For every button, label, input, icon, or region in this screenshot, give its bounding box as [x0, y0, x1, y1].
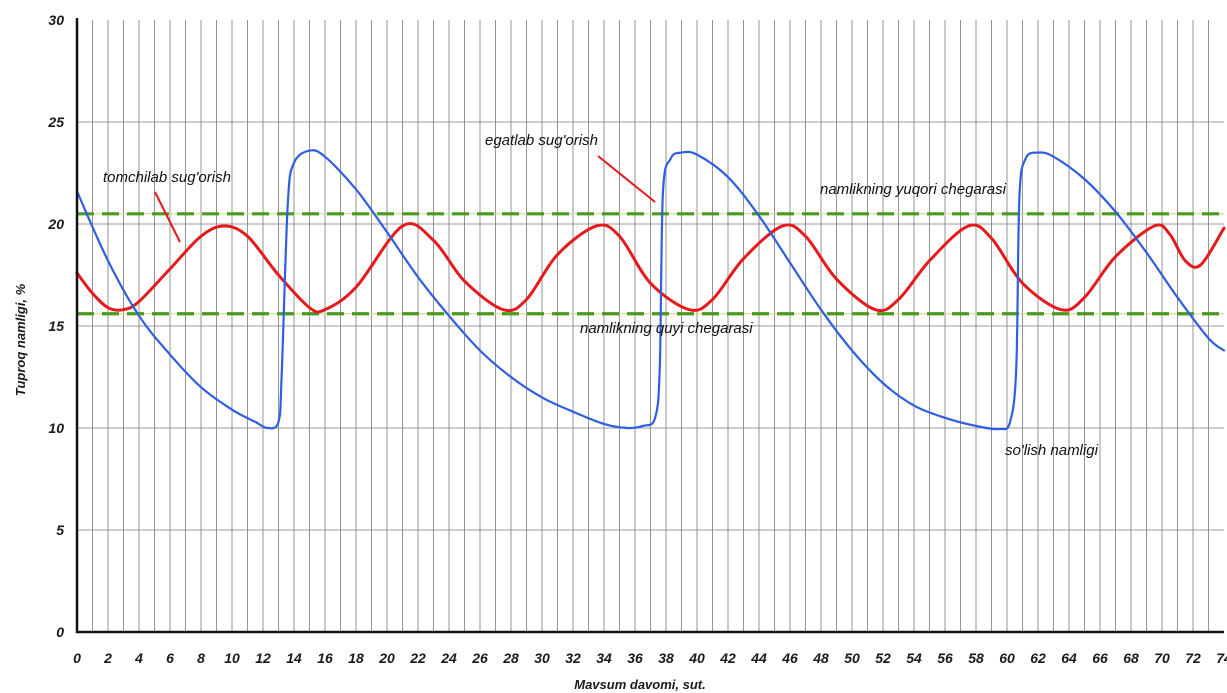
x-tick-label: 4 [134, 650, 143, 666]
x-tick-label: 20 [378, 650, 395, 666]
x-tick-label: 56 [937, 650, 953, 666]
axes [75, 18, 1224, 634]
y-tick-label: 15 [48, 318, 64, 334]
x-tick-label: 14 [286, 650, 302, 666]
y-axis-title: Tuproq namligi, % [13, 283, 28, 396]
x-tick-label: 74 [1216, 650, 1227, 666]
series-line-egatlab [75, 149, 1226, 431]
x-tick-label: 12 [255, 650, 271, 666]
x-tick-label: 34 [596, 650, 612, 666]
x-tick-label: 60 [999, 650, 1015, 666]
x-tick-label: 70 [1154, 650, 1170, 666]
x-tick-label: 50 [844, 650, 860, 666]
y-tick-label: 20 [47, 216, 64, 232]
annotation-lower-limit: namlikning quyi chegarasi [580, 320, 753, 337]
x-tick-label: 58 [968, 650, 984, 666]
x-tick-label: 32 [565, 650, 581, 666]
series-lines [75, 149, 1226, 431]
x-tick-label: 18 [348, 650, 364, 666]
x-tick-label: 28 [502, 650, 519, 666]
series-line-tomchilab [75, 222, 1226, 314]
x-tick-label: 52 [875, 650, 891, 666]
x-tick-label: 16 [317, 650, 333, 666]
x-axis-title: Mavsum davomi, sut. [574, 677, 705, 692]
y-tick-labels: 0 5 10 15 20 25 30 [47, 12, 64, 640]
x-tick-label: 40 [688, 650, 705, 666]
x-tick-label: 6 [166, 650, 174, 666]
x-tick-label: 24 [440, 650, 457, 666]
x-tick-label: 46 [781, 650, 798, 666]
x-tick-label: 10 [224, 650, 240, 666]
x-tick-label: 44 [750, 650, 767, 666]
x-tick-label: 68 [1123, 650, 1139, 666]
x-tick-label: 66 [1092, 650, 1108, 666]
annotations: tomchilab sug'orish egatlab sug'orish na… [103, 132, 1099, 459]
y-tick-label: 30 [48, 12, 64, 28]
x-tick-label: 62 [1030, 650, 1046, 666]
grid [77, 20, 1224, 632]
x-tick-label: 26 [471, 650, 488, 666]
reference-lines [77, 212, 1224, 316]
x-tick-label: 36 [627, 650, 643, 666]
x-tick-label: 38 [658, 650, 674, 666]
annotation-egatlab: egatlab sug'orish [485, 132, 598, 149]
y-tick-label: 0 [56, 624, 64, 640]
annotation-upper-limit: namlikning yuqori chegarasi [820, 181, 1007, 198]
egatlab-pointer-line [597, 155, 656, 203]
annotation-wilting-point: so'lish namligi [1005, 442, 1099, 459]
x-tick-label: 8 [197, 650, 205, 666]
x-tick-label: 64 [1061, 650, 1077, 666]
x-tick-labels: 0 2 4 6 8 10 12 14 16 18 20 22 24 26 28 30 32 34 36 38 40 42 4… [73, 650, 1227, 666]
x-tick-label: 2 [103, 650, 112, 666]
x-tick-label: 22 [409, 650, 426, 666]
y-tick-label: 5 [56, 522, 64, 538]
x-tick-label: 30 [534, 650, 550, 666]
x-tick-label: 54 [906, 650, 922, 666]
x-tick-label: 48 [812, 650, 829, 666]
annotation-tomchilab: tomchilab sug'orish [103, 169, 231, 186]
x-tick-label: 0 [73, 650, 81, 666]
y-tick-label: 10 [48, 420, 64, 436]
x-tick-label: 72 [1185, 650, 1201, 666]
x-tick-label: 42 [719, 650, 736, 666]
tomchilab-pointer-line [154, 191, 181, 243]
y-tick-label: 25 [47, 114, 64, 130]
